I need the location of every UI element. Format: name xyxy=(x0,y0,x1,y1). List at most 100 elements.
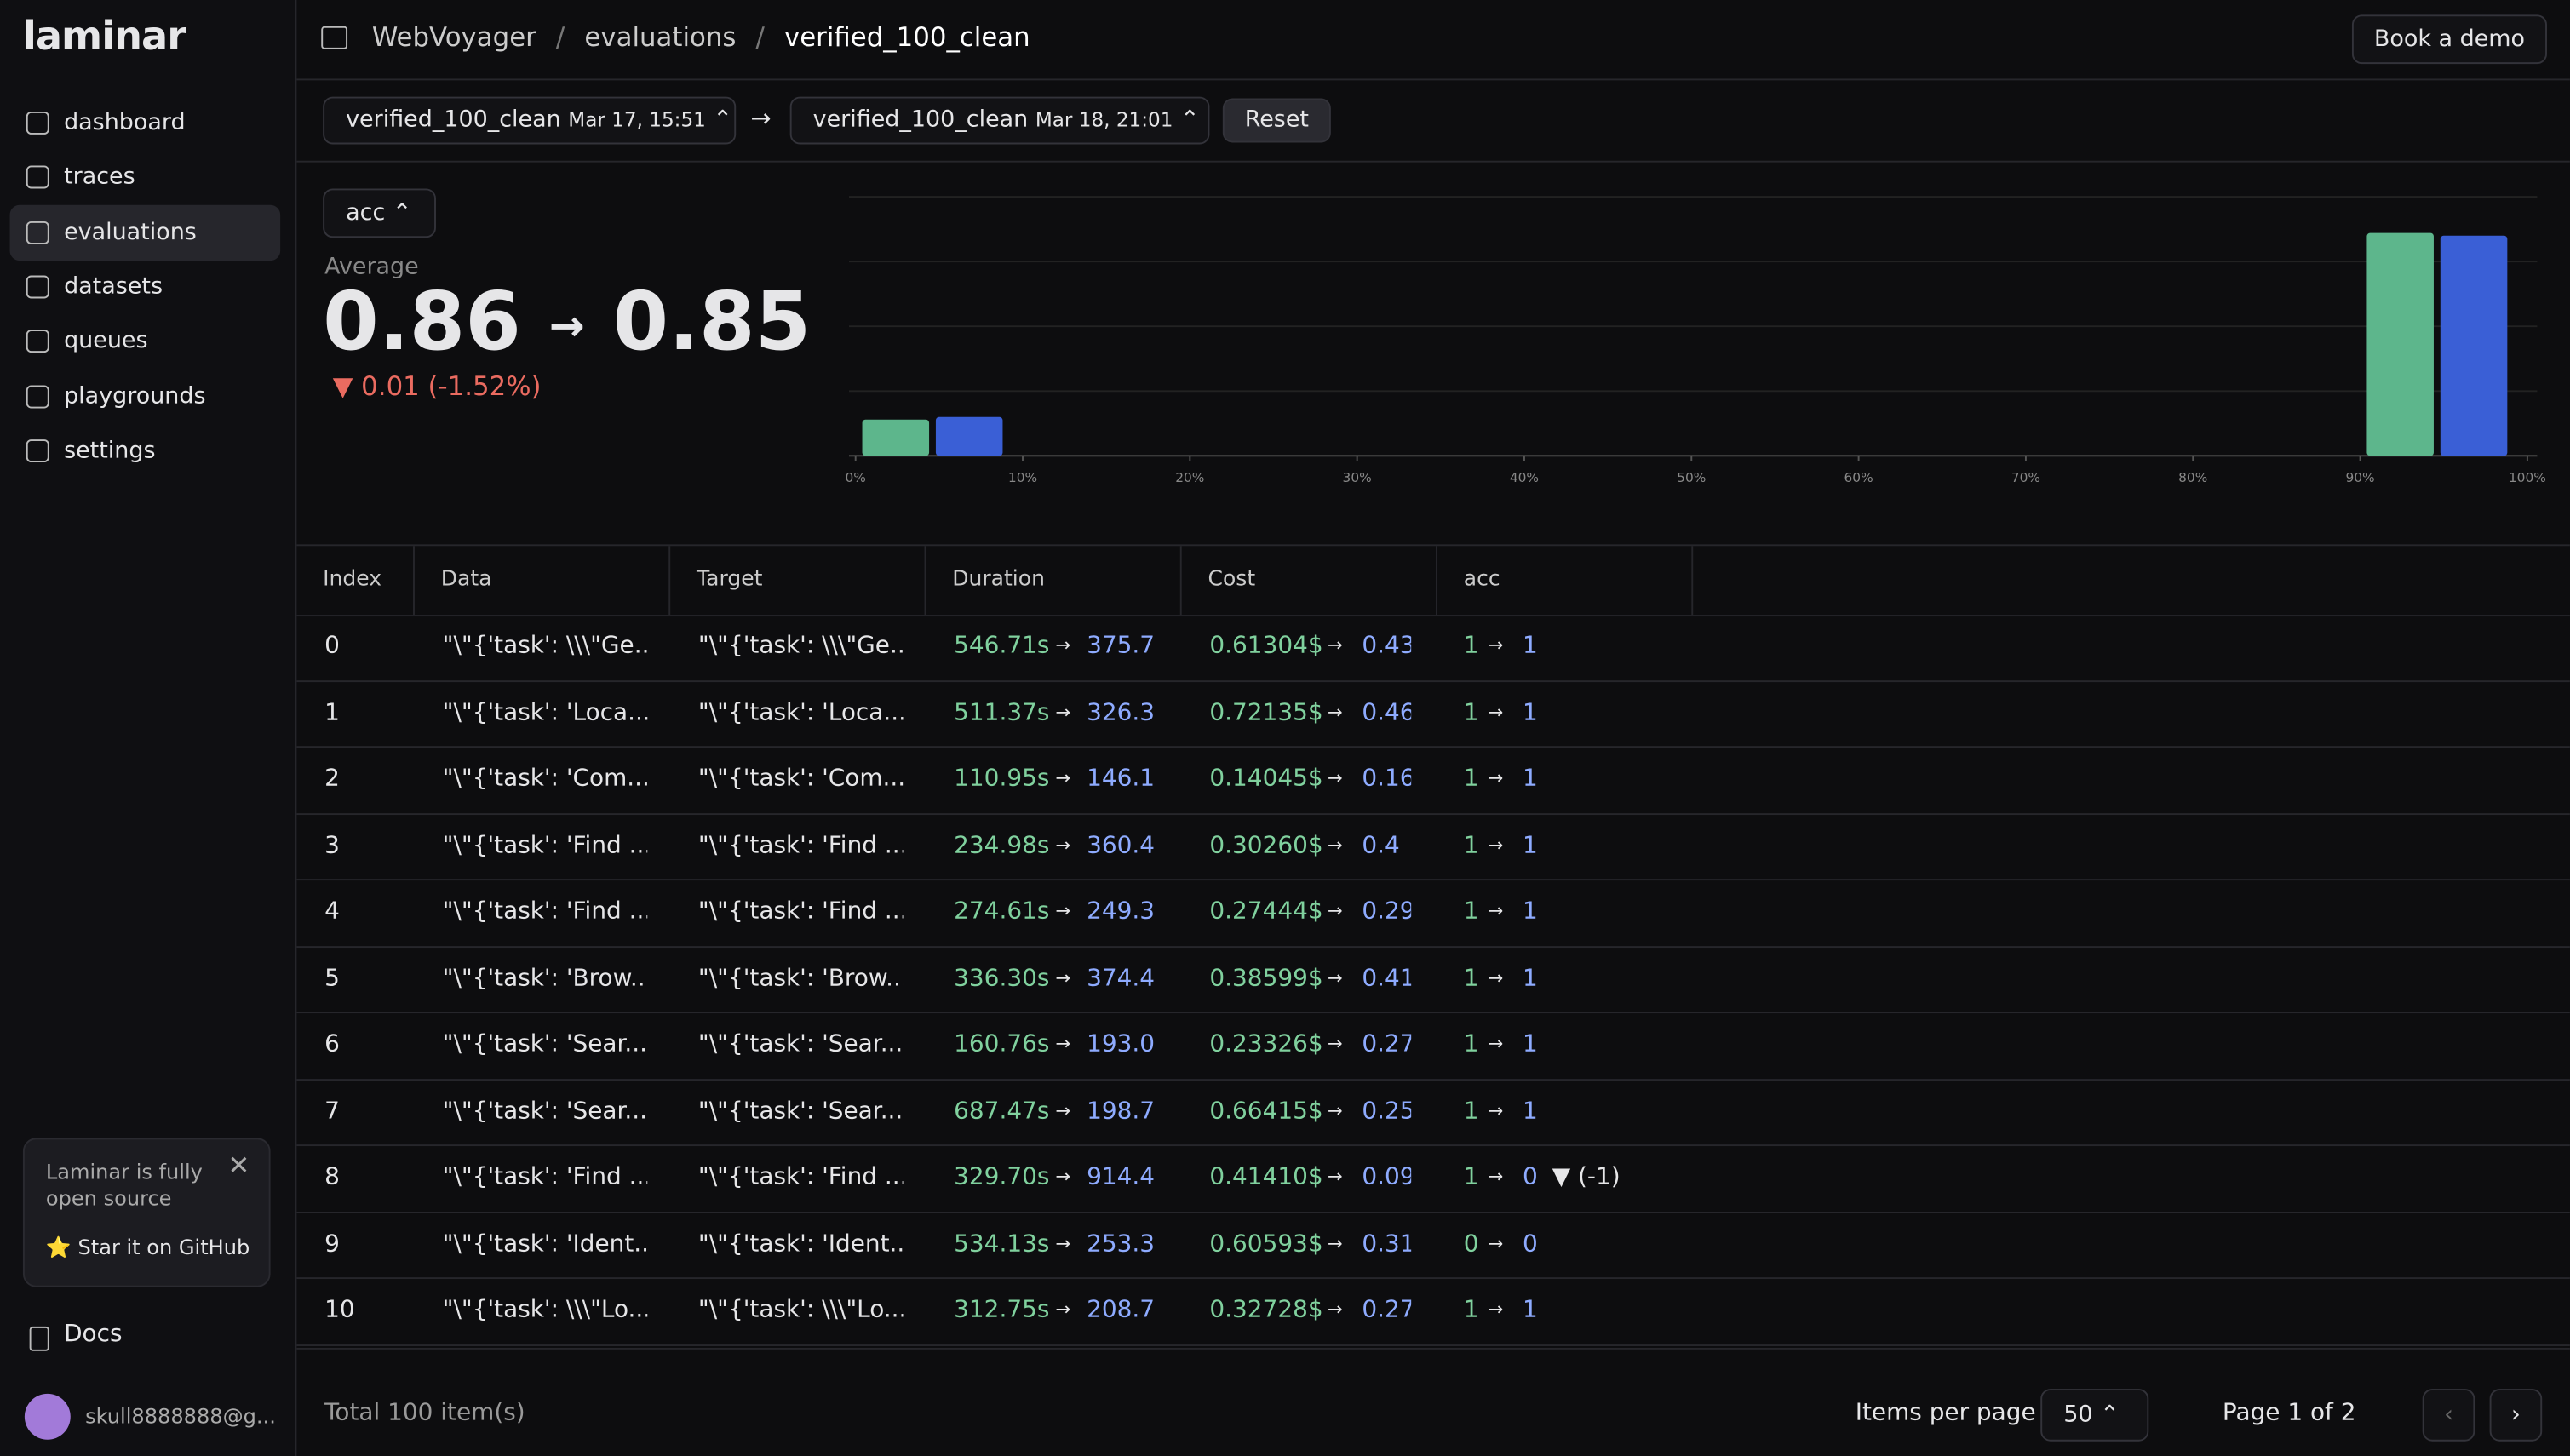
per-page-value: 50 xyxy=(2063,1402,2093,1429)
x-tick-label: 60% xyxy=(1844,470,1873,485)
separator: / xyxy=(555,21,565,53)
total: Total 100 item(s) xyxy=(324,1400,525,1427)
acc-from: 1 xyxy=(1463,898,1479,926)
duration-to: 914.4 xyxy=(1087,1164,1155,1191)
close[interactable]: ✕ xyxy=(227,1149,250,1181)
acc-to: 1 xyxy=(1523,699,1538,726)
table-row[interactable]: 1 "\"{'task': 'Loca... "\"{'task': 'Loca..… xyxy=(296,679,2570,748)
crumb[interactable]: evaluations xyxy=(584,21,737,53)
x-tick-label: 10% xyxy=(1008,470,1037,485)
docs[interactable]: Docs xyxy=(64,1321,123,1348)
nav-item[interactable]: dashboard xyxy=(10,95,281,151)
index: 8 xyxy=(324,1164,340,1191)
per-page[interactable]: 50 ⌃ xyxy=(2040,1389,2149,1442)
duration-to: 253.3 xyxy=(1087,1230,1155,1258)
duration-from: 312.75s xyxy=(954,1297,1050,1324)
cost-to: 0.46 xyxy=(1362,699,1412,726)
arrow: → xyxy=(1055,834,1071,856)
arrow: → xyxy=(1055,1166,1071,1188)
duration-to: 249.3 xyxy=(1087,898,1155,926)
data: "\"{'task': \\\"Lo... xyxy=(442,1297,648,1324)
table-row[interactable]: 6 "\"{'task': 'Sear... "\"{'task': 'Sear..… xyxy=(296,1012,2570,1081)
user[interactable]: skull8888888@g... xyxy=(85,1403,276,1429)
per-page-label: Items per page xyxy=(1855,1400,2036,1427)
acc-to: 1 xyxy=(1523,1031,1538,1058)
x-tick-label: 90% xyxy=(2345,470,2374,485)
table-row[interactable]: 4 "\"{'task': 'Find ... "\"{'task': 'Find … xyxy=(296,879,2570,948)
book-demo[interactable]: Book a demo xyxy=(2351,14,2547,65)
column-header: Data xyxy=(415,546,671,616)
acc-to: 0 xyxy=(1523,1230,1538,1258)
crumb[interactable]: WebVoyager xyxy=(371,21,536,53)
arrow: → xyxy=(1328,767,1343,789)
target: "\"{'task': \\\"Ge... xyxy=(697,633,904,660)
nav-item[interactable]: traces xyxy=(10,150,281,205)
acc-to: 1 xyxy=(1523,765,1538,793)
nav-item[interactable]: datasets xyxy=(10,259,281,314)
breadcrumb: WebVoyager / evaluations / verified_100_clea… xyxy=(372,21,1030,53)
table-row[interactable]: 3 "\"{'task': 'Find ... "\"{'task': 'Find … xyxy=(296,812,2570,881)
data: "\"{'task': 'Brow... xyxy=(442,965,648,992)
duration-from: 546.71s xyxy=(954,633,1050,660)
sidebar-toggle[interactable] xyxy=(321,26,348,49)
data: "\"{'task': 'Sear... xyxy=(442,1098,648,1125)
acc-from: 1 xyxy=(1463,765,1479,793)
target: "\"{'task': 'Brow... xyxy=(697,965,904,992)
index: 0 xyxy=(324,633,340,660)
promo-text: Laminar is fully open source xyxy=(45,1159,203,1211)
crumb[interactable]: verified_100_clean xyxy=(783,21,1030,53)
nav-item[interactable]: queues xyxy=(10,313,281,369)
acc-to: 1 xyxy=(1523,965,1538,992)
arrow: → xyxy=(1328,1166,1343,1188)
table-row[interactable]: 10 "\"{'task': \\\"Lo... "\"{'task': \\\"L… xyxy=(296,1277,2570,1346)
nav-item[interactable]: playgrounds xyxy=(10,368,281,423)
github-link[interactable]: ⭐ Star it on GitHub xyxy=(45,1235,250,1259)
nav-item[interactable]: settings xyxy=(10,422,281,478)
nav-item[interactable]: evaluations xyxy=(9,203,281,261)
nav-icon xyxy=(26,330,49,353)
page: Page 1 of 2 xyxy=(2222,1400,2356,1427)
next[interactable]: › xyxy=(2489,1389,2543,1442)
cost-from: 0.66415$ xyxy=(1209,1098,1323,1125)
avatar[interactable] xyxy=(24,1393,71,1440)
metric-select[interactable]: acc ⌃ xyxy=(323,188,436,238)
table-row[interactable]: 0 "\"{'task': \\\"Ge... "\"{'task': \\\"Ge… xyxy=(296,613,2570,682)
prev[interactable]: ‹ xyxy=(2422,1389,2475,1442)
metric-value: 0.86 → 0.85 xyxy=(323,275,812,370)
arrow: → xyxy=(1328,1099,1343,1121)
table-header: Index Data Target Duration Cost acc xyxy=(296,544,2570,617)
cost-to: 0.4 xyxy=(1362,832,1400,859)
reset[interactable]: Reset xyxy=(1222,98,1331,143)
topbar: WebVoyager / evaluations / verified_100_clea… xyxy=(296,0,2570,81)
duration-from: 110.95s xyxy=(954,765,1050,793)
table-row[interactable]: 5 "\"{'task': 'Brow... "\"{'task': 'Brow..… xyxy=(296,945,2570,1014)
separator: / xyxy=(755,21,765,53)
bar xyxy=(2440,235,2508,456)
nav-label: traces xyxy=(64,164,135,191)
acc-from: 1 xyxy=(1463,633,1479,660)
acc-from: 1 xyxy=(1463,699,1479,726)
nav-icon xyxy=(26,111,49,135)
index: 4 xyxy=(324,898,340,926)
data: "\"{'task': 'Find ... xyxy=(442,1164,648,1191)
table-row[interactable]: 2 "\"{'task': 'Com... "\"{'task': 'Com... 1… xyxy=(296,746,2570,815)
nav-label: evaluations xyxy=(64,219,197,246)
arrow: → xyxy=(1328,1232,1343,1254)
table-row[interactable]: 8 "\"{'task': 'Find ... "\"{'task': 'Find … xyxy=(296,1144,2570,1213)
table-row[interactable]: 7 "\"{'task': 'Sear... "\"{'task': 'Sear..… xyxy=(296,1078,2570,1147)
acc-from: 1 xyxy=(1463,832,1479,859)
left-eval[interactable]: verified_100_clean Mar 17, 15:51 ⌃ xyxy=(323,96,737,145)
arrow: → xyxy=(1055,634,1071,656)
right-eval[interactable]: verified_100_clean Mar 18, 21:01 ⌃ xyxy=(789,96,1210,145)
promo: Laminar is fully open source ✕ ⭐ Star it… xyxy=(22,1138,271,1287)
arrow: → xyxy=(1328,1033,1343,1055)
cost-from: 0.32728$ xyxy=(1209,1297,1323,1324)
index: 1 xyxy=(324,699,340,726)
duration-to: 326.35 xyxy=(1087,699,1156,726)
arrow: → xyxy=(1328,701,1343,723)
x-tick-label: 0% xyxy=(845,470,865,485)
nav-label: playgrounds xyxy=(64,382,206,410)
brand[interactable]: laminar xyxy=(22,13,186,60)
table-row[interactable]: 9 "\"{'task': 'Ident... "\"{'task': 'Ident… xyxy=(296,1211,2570,1280)
cost-from: 0.38599$ xyxy=(1209,965,1323,992)
